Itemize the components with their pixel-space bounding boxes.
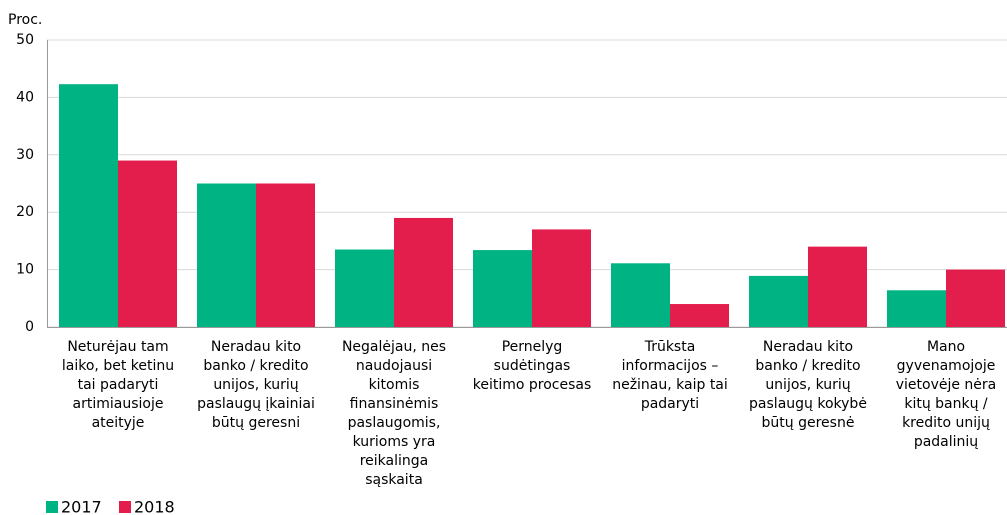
- bar: [59, 84, 118, 327]
- y-axis-label: Proc.: [8, 12, 42, 28]
- bar: [473, 250, 532, 327]
- bar: [394, 217, 453, 327]
- bar: [197, 183, 256, 327]
- bar: [946, 269, 1005, 327]
- bar: [118, 160, 177, 327]
- y-tick-label: 50: [16, 32, 34, 48]
- y-tick-label: 10: [16, 262, 34, 278]
- y-tick-label: 40: [16, 89, 34, 105]
- y-tick-label: 30: [16, 147, 34, 163]
- x-tick-label: Neturėjau tam laiko, bet ketinu tai pada…: [61, 339, 175, 431]
- y-tick-label: 20: [16, 204, 34, 220]
- x-tick-label: Neradau kito banko / kredito unijos, kur…: [749, 339, 867, 431]
- x-tick-label: Negalėjau, nes naudojausi kitomis finans…: [341, 339, 447, 488]
- bar: [808, 246, 867, 327]
- bar: [670, 304, 729, 327]
- bar: [532, 229, 591, 327]
- legend-swatch: [119, 501, 131, 513]
- bar: [611, 263, 670, 327]
- legend-label: 2018: [134, 498, 175, 515]
- bar: [256, 183, 315, 327]
- legend-swatch: [46, 501, 58, 513]
- x-tick-label: Trūksta informacijos – nežinau, kaip tai…: [612, 339, 728, 412]
- x-tick-label: Neradau kito banko / kredito unijos, kur…: [197, 339, 315, 431]
- y-tick-label: 0: [25, 319, 34, 335]
- bar: [887, 290, 946, 327]
- bar: [335, 249, 394, 327]
- x-tick-label: Mano gyvenamojoje vietovėje nėra kitų ba…: [895, 339, 997, 450]
- legend-label: 2017: [61, 498, 102, 515]
- bar: [749, 275, 808, 327]
- x-tick-label: Pernelyg sudėtingas keitimo procesas: [472, 339, 592, 393]
